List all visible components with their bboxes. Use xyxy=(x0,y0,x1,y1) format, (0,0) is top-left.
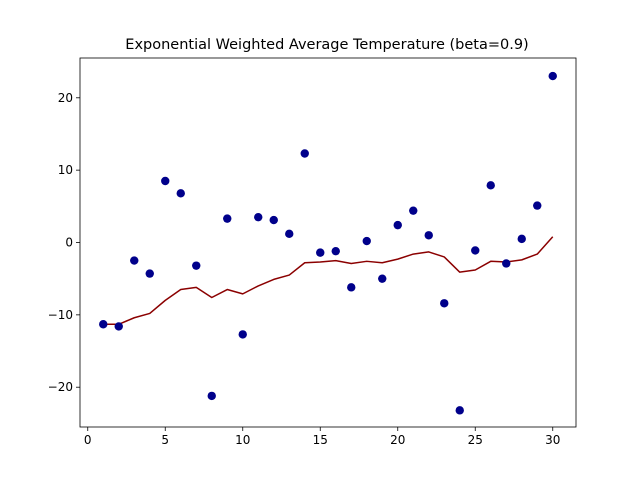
data-point xyxy=(548,71,557,81)
data-point xyxy=(517,234,526,244)
data-point xyxy=(300,149,309,158)
data-point xyxy=(347,283,356,292)
data-point xyxy=(130,256,139,265)
x-tick-label: 25 xyxy=(468,433,483,447)
x-tick-label: 30 xyxy=(545,433,560,447)
data-point xyxy=(471,246,480,255)
data-point xyxy=(378,274,387,283)
x-tick-label: 15 xyxy=(313,433,328,447)
data-point xyxy=(254,212,263,222)
data-point xyxy=(161,176,170,186)
data-point xyxy=(502,259,511,268)
y-tick-label: 10 xyxy=(58,163,73,177)
data-point xyxy=(192,261,201,270)
y-tick-label: 0 xyxy=(65,236,73,250)
data-point xyxy=(223,214,232,223)
y-tick-label: −10 xyxy=(48,308,73,322)
data-point xyxy=(455,406,464,415)
data-point xyxy=(145,269,154,278)
x-tick-label: 20 xyxy=(390,433,405,447)
data-point xyxy=(285,229,294,239)
data-point xyxy=(238,330,247,339)
data-point xyxy=(207,391,216,401)
x-tick-label: 5 xyxy=(161,433,169,447)
plot-frame xyxy=(79,57,577,428)
data-point xyxy=(331,246,340,256)
data-point xyxy=(533,201,542,210)
x-tick-label: 10 xyxy=(235,433,250,447)
data-point xyxy=(486,181,495,190)
data-point xyxy=(362,236,371,246)
data-point xyxy=(316,248,325,257)
y-tick-label: −20 xyxy=(48,380,73,394)
data-point xyxy=(176,189,185,198)
data-point xyxy=(409,206,418,215)
chart-title: Exponential Weighted Average Temperature… xyxy=(125,37,528,53)
series-line-weighted-average xyxy=(103,236,554,326)
data-point xyxy=(393,220,402,230)
data-point xyxy=(269,215,278,225)
data-point xyxy=(440,299,449,308)
data-point xyxy=(114,322,123,331)
y-tick-label: 20 xyxy=(58,91,73,105)
data-point xyxy=(99,320,108,329)
x-tick-label: 0 xyxy=(84,433,92,447)
data-point xyxy=(424,231,433,240)
